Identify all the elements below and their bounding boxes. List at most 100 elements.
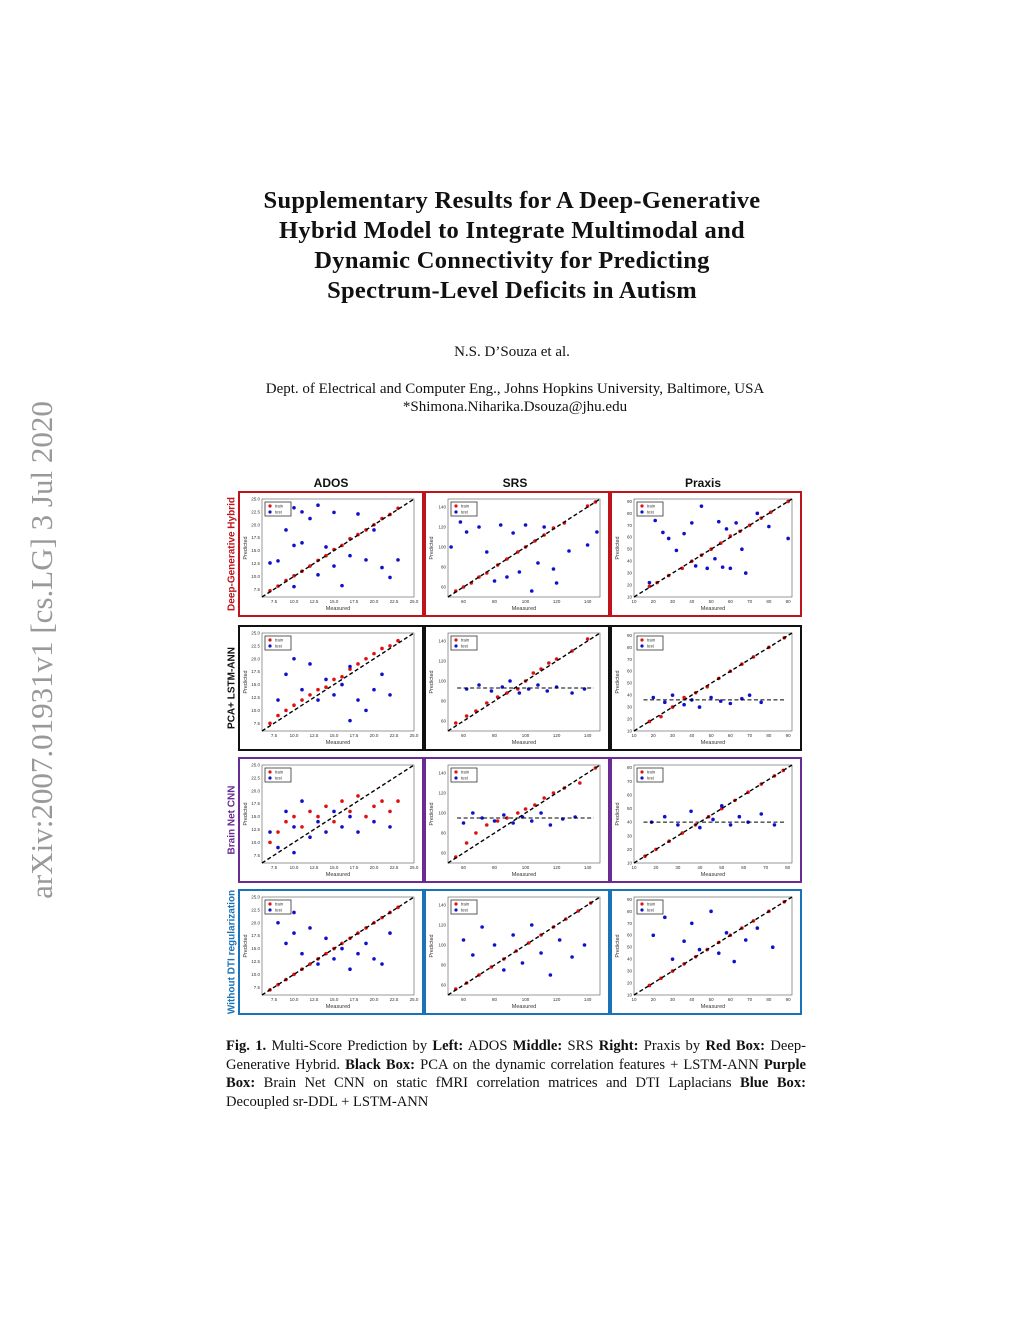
x-tick-label: 100 <box>522 599 530 604</box>
x-axis-label: Measured <box>701 740 725 746</box>
train-point <box>316 687 320 692</box>
y-tick-label: 10 <box>627 595 633 600</box>
x-tick-label: 40 <box>689 733 695 738</box>
test-point <box>471 811 475 815</box>
y-tick-label: 80 <box>441 963 447 968</box>
legend-test-marker <box>454 510 458 514</box>
x-tick-label: 25.0 <box>410 599 419 604</box>
scatter-plot: 7.5 7.5 10.0 10.0 12.5 12.5 15.0 15.0 17.5 17.5 20… <box>243 763 419 879</box>
y-tick-label: 25.0 <box>251 631 260 636</box>
test-point <box>324 830 328 834</box>
test-point <box>670 693 675 697</box>
test-point <box>300 951 304 956</box>
y-axis-label: Predicted <box>243 802 249 825</box>
x-tick-label: 60 <box>461 997 467 1002</box>
caption-text: Brain Net CNN on static fMRI correlation… <box>255 1075 740 1091</box>
test-point <box>759 700 763 705</box>
test-point <box>316 698 320 702</box>
y-tick-label: 12.5 <box>251 827 260 832</box>
test-point <box>356 951 360 956</box>
y-tick-label: 120 <box>438 659 446 664</box>
test-point <box>548 973 553 977</box>
train-point <box>396 799 400 803</box>
train-point <box>388 809 392 814</box>
test-point <box>698 825 702 830</box>
test-point <box>380 672 384 677</box>
test-point <box>670 957 675 961</box>
test-point <box>653 518 657 523</box>
x-tick-label: 12.5 <box>310 997 319 1002</box>
test-point <box>689 809 693 814</box>
scatter-plot: 60 60 80 80 100 100 120 120 140 140 Measured Predic… <box>429 764 601 878</box>
test-point <box>734 521 738 525</box>
method-row: Brain Net CNN 7.5 7.5 10.0 10.0 12.5 12.5 15.0 1… <box>224 757 804 883</box>
test-point <box>340 946 344 951</box>
x-tick-label: 60 <box>461 599 467 604</box>
y-tick-label: 17.5 <box>251 669 260 674</box>
train-point <box>308 693 312 697</box>
y-tick-label: 40 <box>627 957 633 962</box>
legend-train-label: train <box>275 504 284 509</box>
y-tick-label: 70 <box>627 657 633 662</box>
x-axis-label: Measured <box>701 872 725 878</box>
x-tick-label: 10 <box>631 865 637 870</box>
legend-train-label: train <box>275 902 284 907</box>
test-point <box>364 941 368 946</box>
caption-text: ADOS <box>463 1038 513 1054</box>
test-point <box>666 536 671 541</box>
y-tick-label: 22.5 <box>251 509 260 514</box>
test-point <box>724 931 729 935</box>
x-tick-label: 40 <box>697 865 703 870</box>
test-point <box>372 819 376 824</box>
test-point <box>647 580 652 585</box>
train-point <box>484 701 489 705</box>
caption-bold: Purple Box: <box>226 1056 806 1092</box>
caption-text: PCA on the dynamic correlation features … <box>415 1056 764 1073</box>
test-point <box>502 968 506 972</box>
train-point <box>356 662 360 666</box>
y-tick-label: 25.0 <box>251 497 260 502</box>
test-point <box>449 545 453 549</box>
test-point <box>690 921 694 926</box>
x-tick-label: 100 <box>522 997 530 1002</box>
scatter-plot: 60 60 80 80 100 100 120 120 140 140 Measured Predic… <box>429 498 601 612</box>
legend-test-marker <box>268 510 272 514</box>
y-tick-label: 80 <box>441 565 447 570</box>
identity-line <box>261 896 415 996</box>
y-tick-label: 80 <box>627 765 633 770</box>
test-point <box>276 698 280 702</box>
x-tick-label: 30 <box>670 997 676 1002</box>
arxiv-stamp: arXiv:2007.01931v1 [cs.LG] 3 Jul 2020 <box>24 401 59 899</box>
train-point <box>464 841 469 845</box>
legend-train-marker <box>268 902 272 906</box>
test-point <box>292 931 296 935</box>
legend-test-marker <box>640 776 644 780</box>
title-line: Spectrum-Level Deficits in Autism <box>327 277 697 304</box>
legend-train-marker <box>454 770 458 774</box>
test-point <box>663 700 667 705</box>
scatter-panel: 60 60 80 80 100 100 120 120 140 140 Measured Predic… <box>424 757 610 883</box>
test-point <box>348 967 352 972</box>
test-point <box>484 550 489 554</box>
legend-train-marker <box>454 902 458 906</box>
test-point <box>767 524 771 529</box>
identity-line <box>261 632 415 732</box>
test-point <box>372 528 376 532</box>
train-point <box>292 814 296 819</box>
train-point <box>332 677 336 682</box>
y-axis-label: Predicted <box>615 934 621 957</box>
legend-train-label: train <box>647 902 656 907</box>
legend-train-marker <box>640 638 644 642</box>
test-point <box>388 825 392 829</box>
train-point <box>505 816 509 820</box>
y-tick-label: 40 <box>627 559 633 564</box>
y-tick-label: 20.0 <box>251 656 260 661</box>
test-point <box>529 819 534 823</box>
test-point <box>743 571 748 575</box>
scatter-plot: 7.5 7.5 10.0 10.0 12.5 12.5 15.0 15.0 17.5 17.5 20… <box>243 631 419 747</box>
test-point <box>316 819 320 824</box>
